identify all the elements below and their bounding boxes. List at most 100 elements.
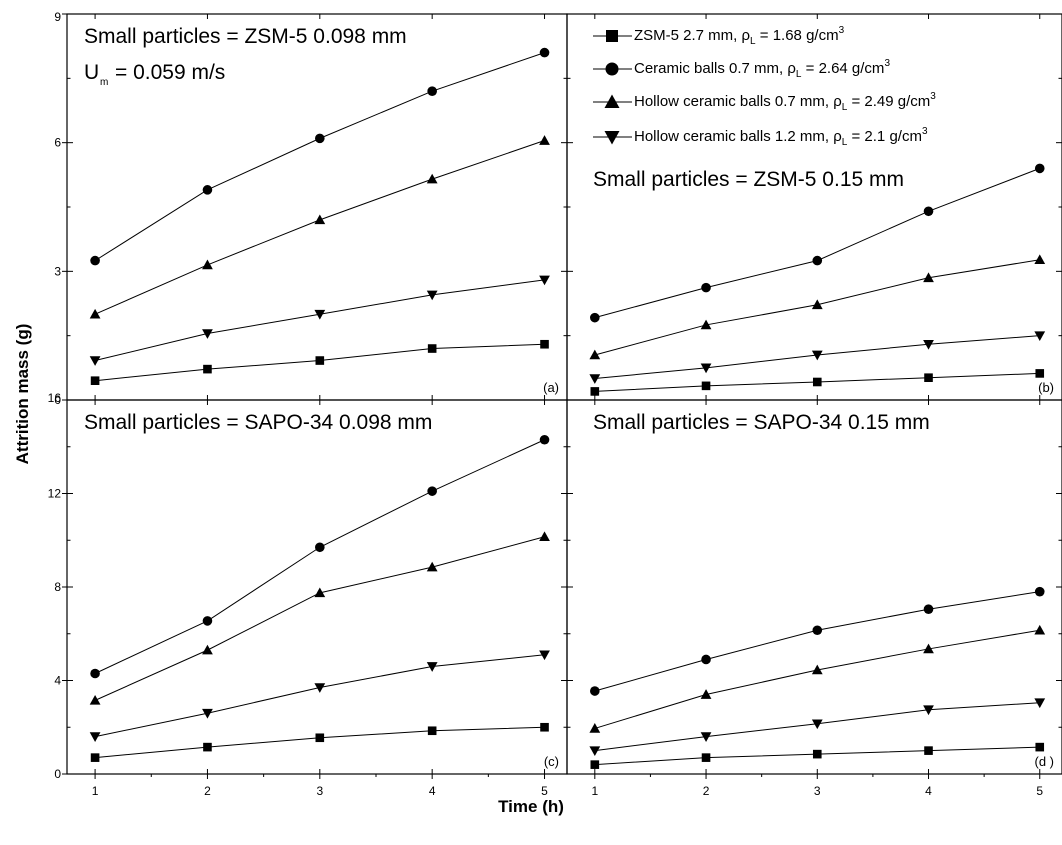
data-point-triangle: [426, 173, 438, 184]
series-line-a: [94, 279, 545, 362]
velocity-symbol: U: [84, 61, 99, 84]
legend-text-subscript: L: [842, 137, 848, 148]
legend-text-superscript: 3: [930, 91, 936, 102]
data-point-square: [1035, 369, 1045, 378]
legend-text-subscript: L: [750, 36, 756, 47]
data-point-square: [701, 381, 711, 391]
data-point-circle: [315, 133, 325, 144]
data-point-square: [90, 376, 100, 385]
series-b-circle: [590, 163, 1045, 323]
series-c-triangle: [89, 531, 550, 705]
x-tick-label-d: 2: [703, 784, 710, 798]
y-tick-label-c: 8: [54, 580, 61, 594]
data-point-triangle: [811, 299, 823, 310]
series-b-square: [590, 369, 1045, 396]
data-point-triangle: [811, 664, 823, 675]
data-point-inverted-triangle: [539, 275, 550, 286]
series-d-circle: [590, 586, 1045, 696]
panel-tag-d: (d ): [1035, 754, 1055, 769]
data-point-circle: [90, 255, 100, 266]
data-point-inverted-triangle: [539, 650, 550, 661]
legend-text-unit: = 2.64 g/cm: [801, 60, 884, 77]
legend-text-subscript: L: [796, 69, 802, 80]
data-point-square: [590, 387, 600, 396]
data-point-inverted-triangle: [700, 363, 712, 374]
data-point-triangle: [1034, 254, 1046, 265]
data-point-inverted-triangle: [426, 290, 438, 301]
panel-frame-c: [66, 399, 568, 775]
series-d-inverted-triangle: [589, 698, 1046, 756]
data-point-inverted-triangle: [89, 356, 101, 366]
data-point-triangle: [589, 723, 601, 733]
legend-marker-square: [606, 30, 618, 42]
panel-annotation-a: Small particles = ZSM-5 0.098 mm: [84, 25, 407, 48]
series-line-d: [594, 629, 1040, 729]
legend-text-superscript: 3: [884, 58, 890, 69]
data-point-square: [203, 742, 212, 752]
series-line-c: [95, 726, 545, 759]
data-point-triangle: [589, 349, 601, 360]
series-line-c: [94, 536, 545, 701]
legend-entry-inverted-triangle: Hollow ceramic balls 1.2 mm, ρL = 2.1 g/…: [634, 126, 928, 148]
series-b-inverted-triangle: [589, 331, 1046, 384]
data-point-square: [315, 356, 325, 365]
series-c-inverted-triangle: [89, 650, 550, 742]
series-a-triangle: [89, 135, 550, 319]
data-point-inverted-triangle: [1034, 698, 1046, 709]
series-b-triangle: [589, 254, 1046, 360]
data-point-triangle: [539, 135, 550, 145]
data-point-inverted-triangle: [314, 309, 326, 320]
legend-text-unit: = 2.49 g/cm: [847, 93, 930, 110]
legend-marker-circle: [605, 62, 619, 76]
y-axis-title: Attrition mass (g): [13, 324, 32, 465]
data-point-circle: [202, 185, 213, 195]
data-point-circle: [590, 686, 600, 696]
legend-text-superscript: 3: [839, 25, 845, 36]
data-point-inverted-triangle: [811, 719, 823, 730]
x-tick-label-c: 4: [429, 784, 436, 798]
data-point-inverted-triangle: [202, 329, 213, 339]
data-point-triangle: [923, 643, 934, 654]
data-point-square: [90, 753, 100, 762]
x-tick-label-d: 5: [1036, 784, 1043, 798]
legend-marker-inverted-triangle: [604, 131, 620, 145]
series-d-square: [590, 742, 1045, 769]
legend-entry-triangle: Hollow ceramic balls 0.7 mm, ρL = 2.49 g…: [634, 91, 936, 113]
data-point-square: [812, 377, 822, 387]
data-point-triangle: [314, 587, 326, 598]
y-tick-label-c: 4: [54, 674, 61, 688]
data-point-triangle: [923, 272, 934, 283]
data-point-inverted-triangle: [1034, 331, 1046, 342]
legend-text-main: Hollow ceramic balls 0.7 mm, ρ: [634, 93, 842, 110]
data-point-square: [203, 364, 212, 374]
legend-entry-square: ZSM-5 2.7 mm, ρL = 1.68 g/cm3: [634, 25, 845, 47]
x-tick-label-c: 5: [541, 784, 548, 798]
data-point-square: [590, 760, 600, 769]
legend-text-main: ZSM-5 2.7 mm, ρ: [634, 27, 750, 44]
data-point-circle: [701, 654, 711, 665]
y-tick-label-a: 3: [54, 264, 61, 278]
data-point-circle: [90, 668, 100, 679]
series-d-triangle: [589, 624, 1046, 733]
data-point-square: [540, 339, 549, 349]
x-tick-label-d: 3: [814, 784, 821, 798]
series-a-square: [90, 339, 549, 385]
legend-text-subscript: L: [842, 102, 848, 113]
data-point-triangle: [202, 644, 213, 655]
data-point-inverted-triangle: [589, 374, 601, 384]
y-tick-label-a: 6: [54, 136, 61, 150]
data-point-circle: [812, 625, 823, 636]
series-c-square: [90, 722, 549, 762]
data-point-circle: [539, 47, 550, 58]
legend-text-main: Ceramic balls 0.7 mm, ρ: [634, 60, 796, 77]
x-tick-label-d: 1: [591, 784, 598, 798]
y-tick-label-a: 9: [54, 10, 61, 24]
data-point-inverted-triangle: [589, 746, 601, 756]
data-point-inverted-triangle: [202, 708, 213, 719]
series-line-c: [94, 439, 545, 674]
data-point-circle: [923, 604, 934, 615]
panel-annotation-d: Small particles = SAPO-34 0.15 mm: [593, 411, 930, 434]
data-point-circle: [427, 86, 437, 96]
data-point-triangle: [539, 531, 550, 542]
